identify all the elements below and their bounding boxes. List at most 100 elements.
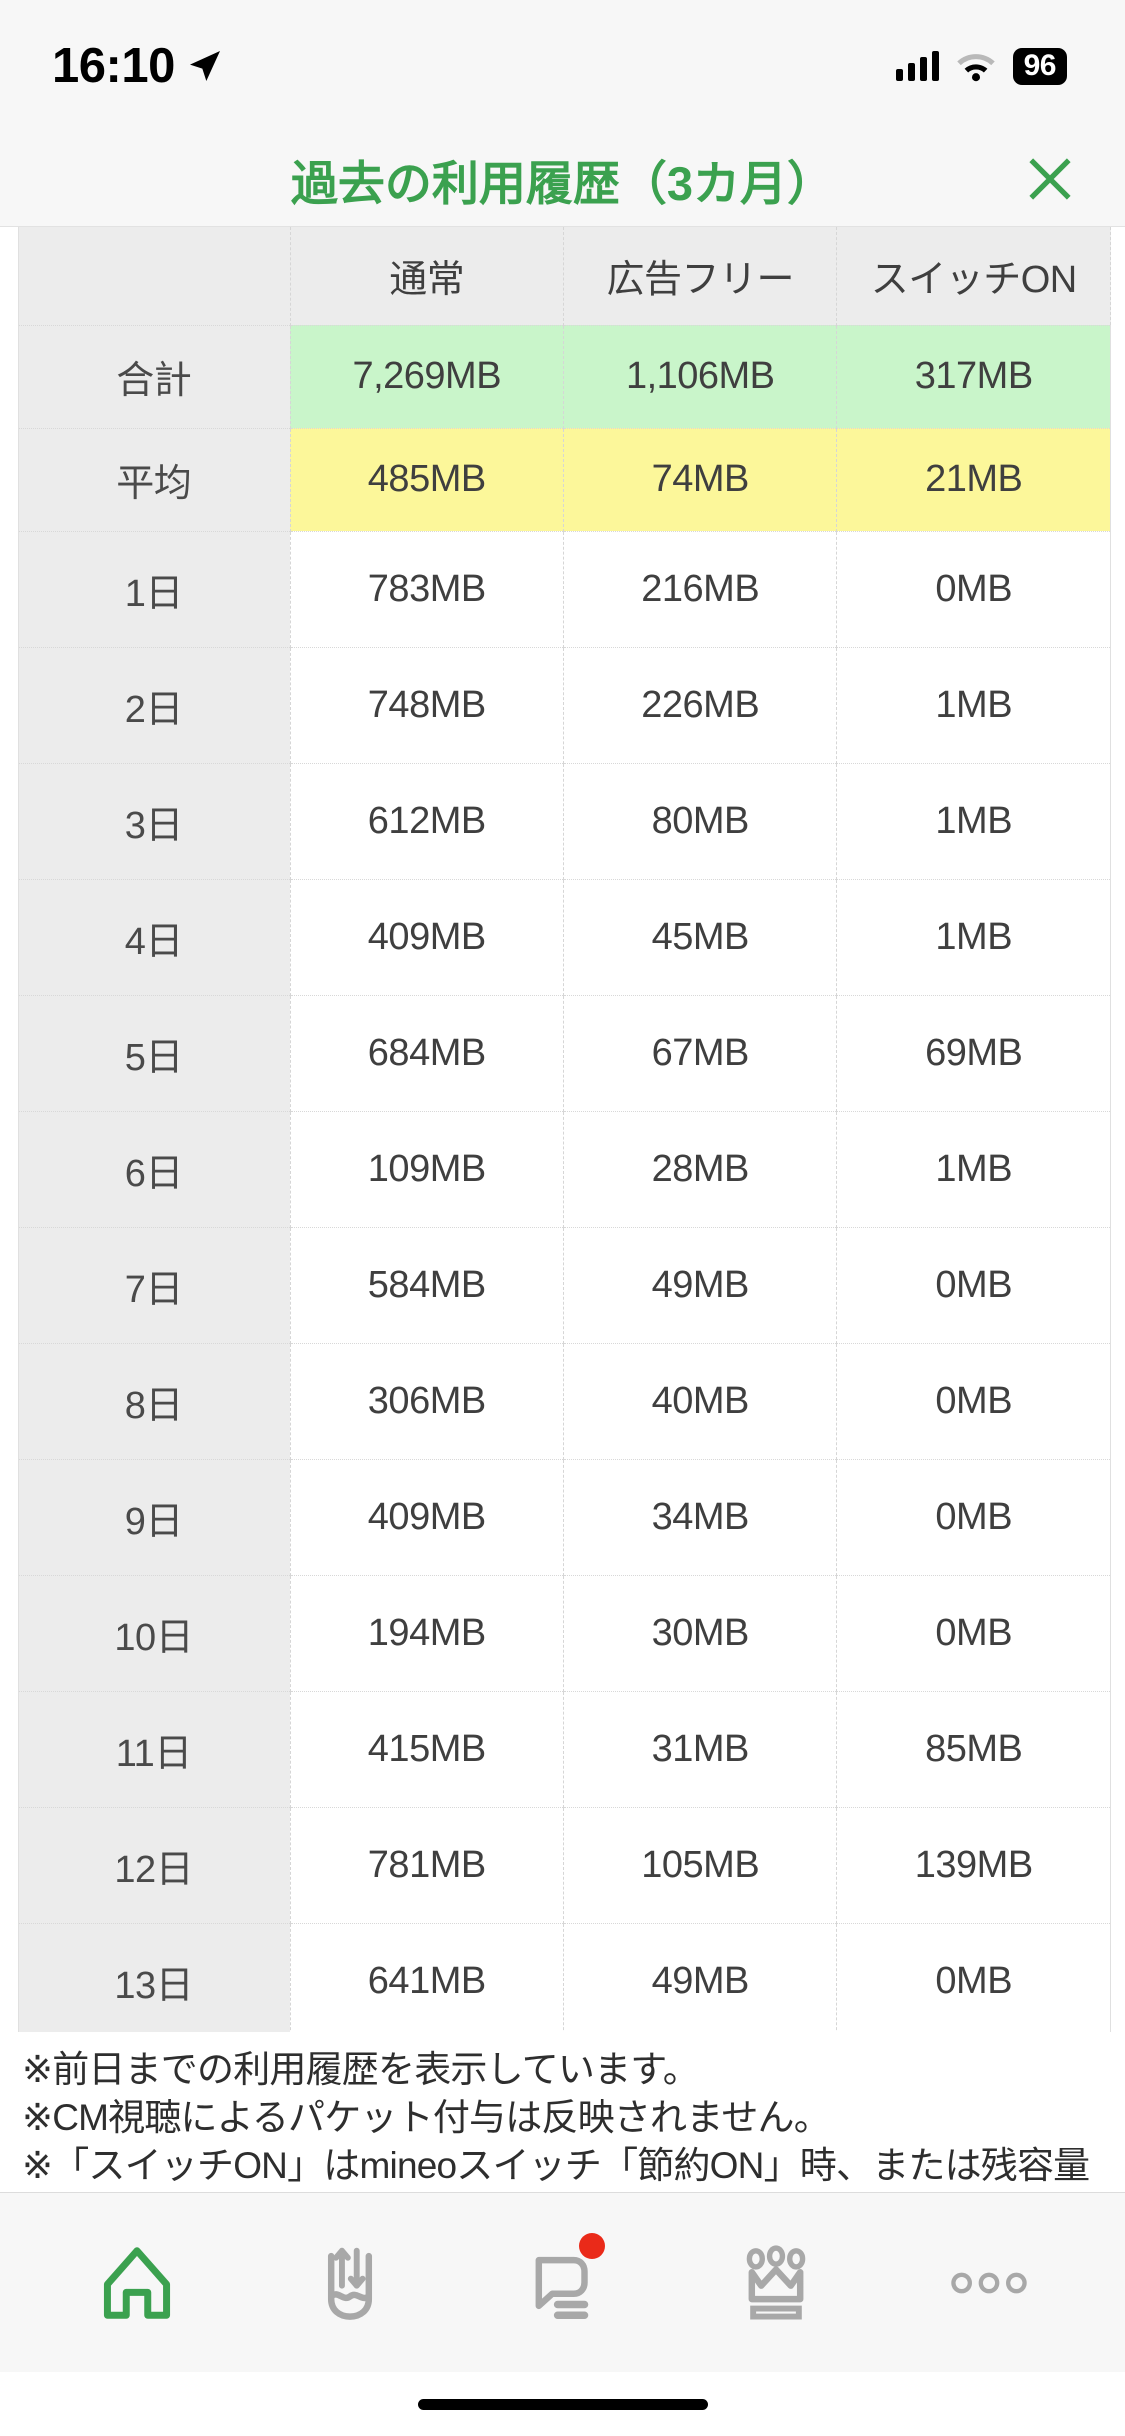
close-glyph xyxy=(1029,158,1071,200)
cell-value-0: 781MB xyxy=(290,1806,565,1923)
tab-rewards[interactable] xyxy=(706,2213,846,2353)
cell-value-1: 105MB xyxy=(563,1806,838,1923)
table-head: 通常 広告フリー スイッチON xyxy=(18,227,1111,325)
column-header-adfree: 広告フリー xyxy=(563,227,838,325)
home-indicator-area xyxy=(0,2372,1125,2436)
row-label: 9日 xyxy=(18,1458,291,1575)
battery-level: 96 xyxy=(1012,47,1067,85)
row-label: 11日 xyxy=(18,1690,291,1807)
cell-value-0: 306MB xyxy=(290,1342,565,1459)
status-time: 16:10 xyxy=(52,39,175,93)
usage-table-container[interactable]: 通常 広告フリー スイッチON 合計 7,269MB 1,106MB 317MB 平均 4… xyxy=(0,227,1125,2032)
location-arrow-icon xyxy=(189,51,220,81)
wifi-icon xyxy=(956,54,995,82)
cell-value-1: 40MB xyxy=(563,1342,838,1459)
row-label: 10日 xyxy=(18,1574,291,1691)
cell-value-0: 485MB xyxy=(290,427,565,531)
column-header-day xyxy=(18,227,291,325)
row-label: 4日 xyxy=(18,878,291,995)
crown-icon xyxy=(746,2244,805,2320)
tab-community[interactable] xyxy=(493,2213,633,2353)
bottom-tab-bar xyxy=(0,2192,1125,2372)
row-label: 12日 xyxy=(18,1806,291,1923)
row-label: 3日 xyxy=(18,762,291,879)
cell-value-2: 0MB xyxy=(836,1342,1111,1459)
cell-value-2: 139MB xyxy=(836,1806,1111,1923)
page-title: 過去の利用履歴（3カ月） xyxy=(290,156,835,210)
cell-value-1: 49MB xyxy=(563,1922,838,2032)
table-row: 8日 306MB 40MB 0MB xyxy=(18,1342,1111,1459)
data-transfer-icon xyxy=(327,2247,372,2320)
status-bar: 16:10 96 xyxy=(0,0,1125,132)
cell-value-0: 109MB xyxy=(290,1110,565,1227)
table-row: 6日 109MB 28MB 1MB xyxy=(18,1110,1111,1227)
table-row: 2日 748MB 226MB 1MB xyxy=(18,646,1111,763)
cell-value-2: 1MB xyxy=(836,762,1111,879)
cell-value-1: 45MB xyxy=(563,878,838,995)
table-body: 合計 7,269MB 1,106MB 317MB 平均 485MB 74MB 21MB 1日 78… xyxy=(18,324,1111,2032)
cell-value-2: 0MB xyxy=(836,530,1111,647)
cell-value-1: 31MB xyxy=(563,1690,838,1807)
cell-value-2: 21MB xyxy=(836,427,1111,531)
cell-value-2: 0MB xyxy=(836,1226,1111,1343)
table-row: 13日 641MB 49MB 0MB xyxy=(18,1922,1111,2032)
table-header-row: 通常 広告フリー スイッチON xyxy=(18,227,1111,325)
row-label: 1日 xyxy=(18,530,291,647)
usage-history-table: 通常 広告フリー スイッチON 合計 7,269MB 1,106MB 317MB 平均 4… xyxy=(18,227,1111,2032)
home-icon xyxy=(103,2246,170,2319)
cellular-signal-icon xyxy=(895,51,939,81)
table-row-total: 合計 7,269MB 1,106MB 317MB xyxy=(18,324,1111,428)
notification-badge xyxy=(578,2232,605,2259)
cell-value-0: 748MB xyxy=(290,646,565,763)
table-row: 3日 612MB 80MB 1MB xyxy=(18,762,1111,879)
cell-value-0: 409MB xyxy=(290,878,565,995)
cell-value-2: 317MB xyxy=(836,324,1111,428)
table-row: 7日 584MB 49MB 0MB xyxy=(18,1226,1111,1343)
cell-value-1: 67MB xyxy=(563,994,838,1111)
cell-value-2: 0MB xyxy=(836,1574,1111,1691)
cell-value-2: 69MB xyxy=(836,994,1111,1111)
cell-value-2: 1MB xyxy=(836,646,1111,763)
tab-more[interactable] xyxy=(919,2213,1059,2353)
tab-home[interactable] xyxy=(67,2213,207,2353)
footnote-line-1: ※前日までの利用履歴を表示しています。 xyxy=(22,2049,700,2090)
status-bar-right: 96 xyxy=(895,47,1067,85)
cell-value-0: 584MB xyxy=(290,1226,565,1343)
table-row-average: 平均 485MB 74MB 21MB xyxy=(18,427,1111,531)
table-row: 4日 409MB 45MB 1MB xyxy=(18,878,1111,995)
cell-value-1: 1,106MB xyxy=(563,324,838,428)
row-label: 7日 xyxy=(18,1226,291,1343)
row-label: 5日 xyxy=(18,994,291,1111)
row-label: 13日 xyxy=(18,1922,291,2032)
cell-value-0: 684MB xyxy=(290,994,565,1111)
row-label: 2日 xyxy=(18,646,291,763)
cell-value-0: 7,269MB xyxy=(290,324,565,428)
close-icon[interactable] xyxy=(1019,148,1081,210)
table-row: 5日 684MB 67MB 69MB xyxy=(18,994,1111,1111)
column-header-switchon: スイッチON xyxy=(836,227,1111,325)
table-row: 10日 194MB 30MB 0MB xyxy=(18,1574,1111,1691)
table-row: 1日 783MB 216MB 0MB xyxy=(18,530,1111,647)
cell-value-1: 34MB xyxy=(563,1458,838,1575)
cell-value-1: 226MB xyxy=(563,646,838,763)
footnotes: ※前日までの利用履歴を表示しています。 ※CM視聴によるパケット付与は反映されま… xyxy=(0,2032,1125,2192)
cell-value-0: 415MB xyxy=(290,1690,565,1807)
cell-value-2: 0MB xyxy=(836,1458,1111,1575)
cell-value-0: 194MB xyxy=(290,1574,565,1691)
more-dots-icon xyxy=(950,2272,1027,2293)
tab-data[interactable] xyxy=(280,2213,420,2353)
status-bar-left: 16:10 xyxy=(52,38,225,94)
cell-value-1: 28MB xyxy=(563,1110,838,1227)
row-label: 平均 xyxy=(18,427,291,531)
row-label: 8日 xyxy=(18,1342,291,1459)
table-left-border xyxy=(18,227,19,2032)
footnote-line-3: ※「スイッチON」はmineoスイッチ「節約ON」時、または残容量枯渇時のデータ… xyxy=(22,2145,1090,2187)
home-indicator xyxy=(417,2399,708,2410)
cell-value-2: 1MB xyxy=(836,1110,1111,1227)
chat-bubble-icon xyxy=(535,2256,588,2319)
column-header-normal: 通常 xyxy=(290,227,565,325)
footnote-line-2: ※CM視聴によるパケット付与は反映されません。 xyxy=(22,2097,831,2139)
page-header: 過去の利用履歴（3カ月） xyxy=(0,132,1125,227)
cell-value-1: 30MB xyxy=(563,1574,838,1691)
